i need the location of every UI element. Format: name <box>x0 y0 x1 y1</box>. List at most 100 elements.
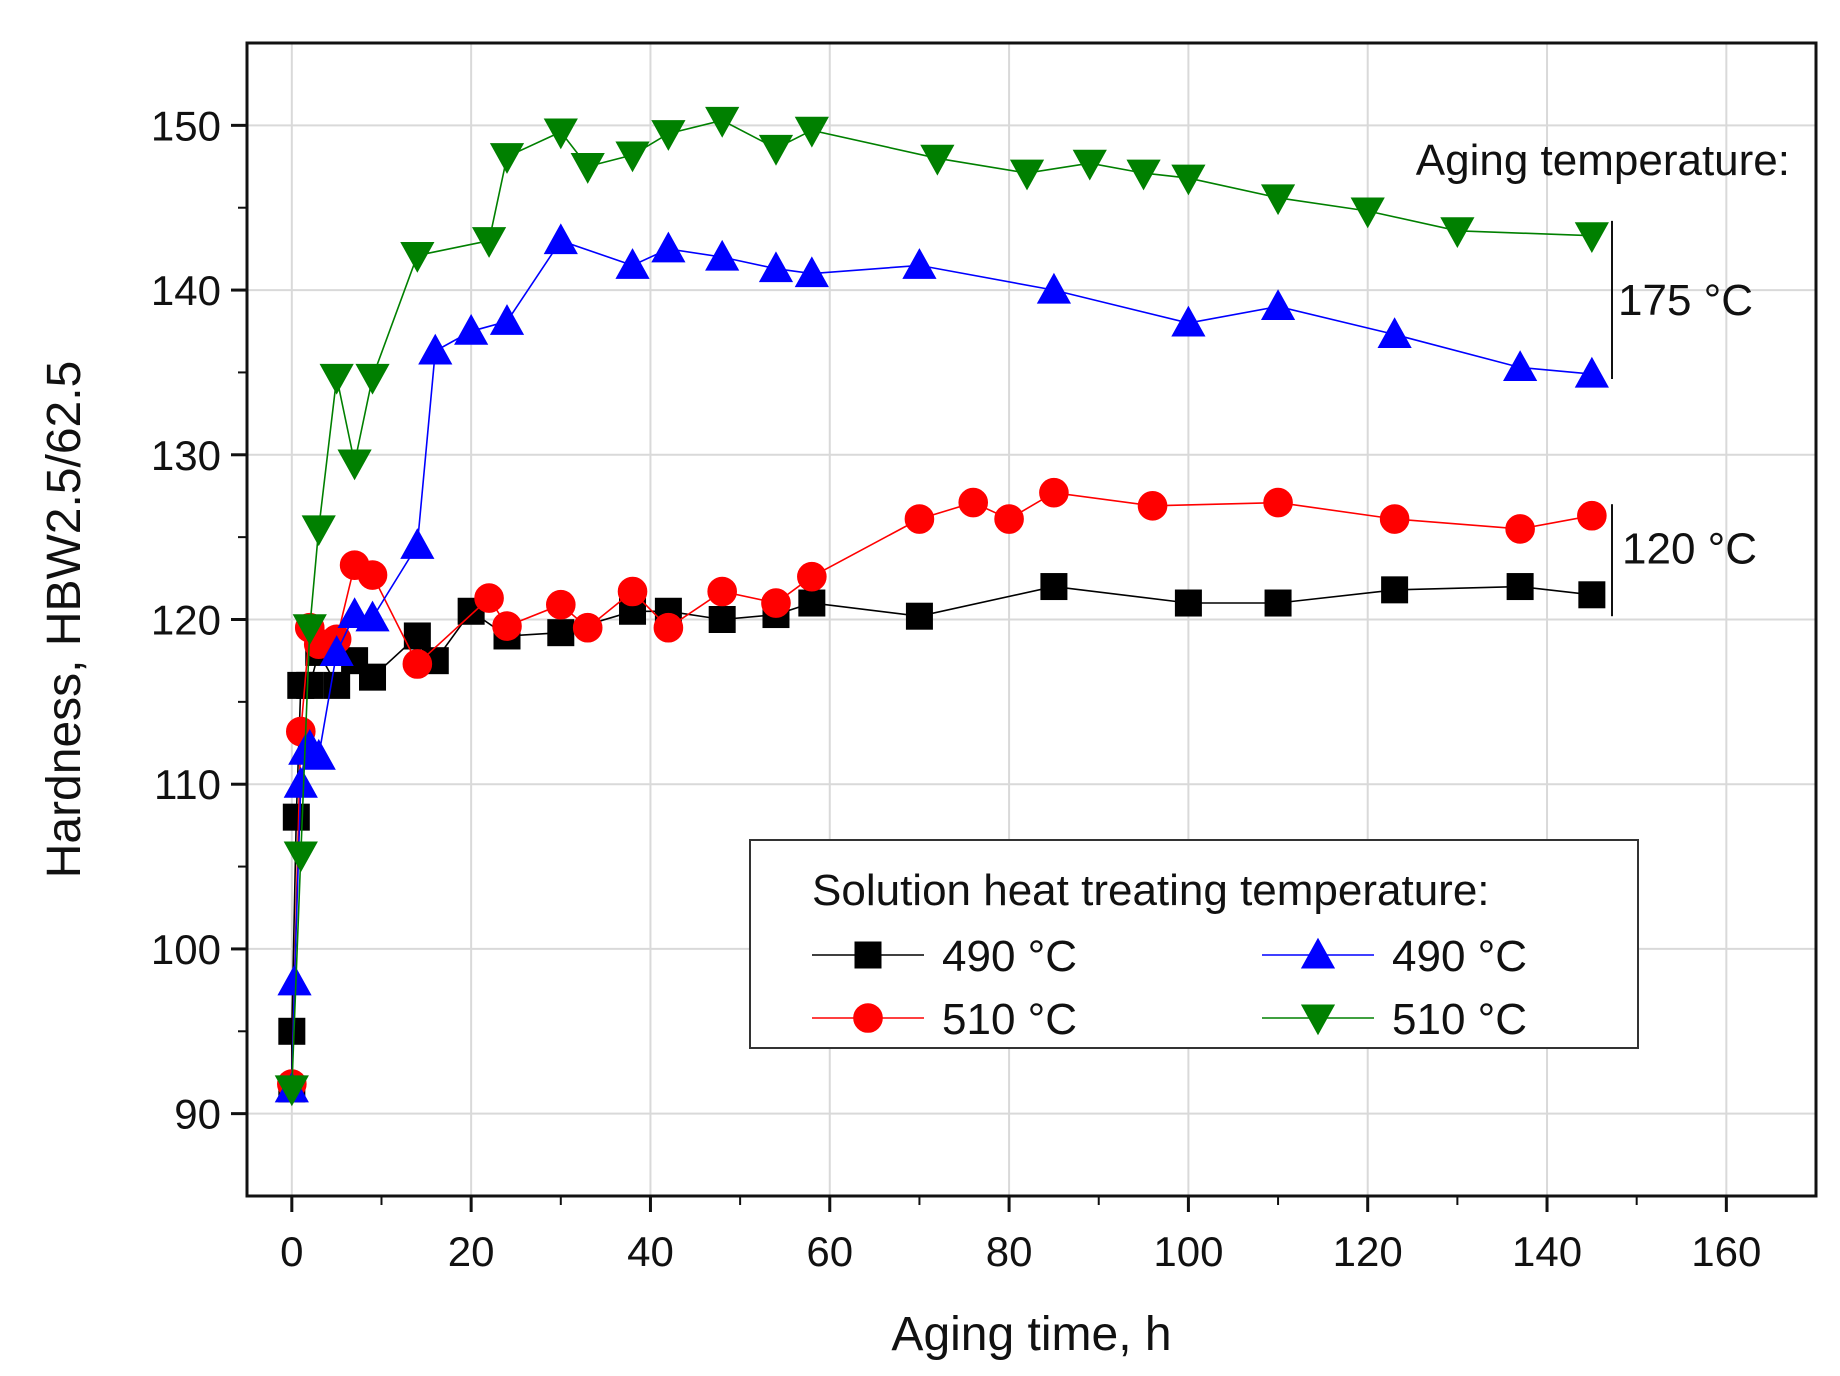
x-tick-label: 0 <box>280 1228 303 1275</box>
data-point <box>1072 149 1107 181</box>
data-point <box>617 576 648 607</box>
data-point <box>301 738 336 770</box>
aging-temperature-title: Aging temperature: <box>1416 136 1790 185</box>
legend-item: 490 °C <box>812 932 1077 981</box>
data-point <box>359 663 387 691</box>
data-point <box>794 256 829 288</box>
data-point <box>902 248 937 279</box>
y-tick-label: 110 <box>154 761 221 808</box>
data-point <box>1039 477 1069 508</box>
data-point <box>400 241 435 273</box>
y-tick-label: 150 <box>151 102 221 149</box>
data-point <box>904 504 935 534</box>
legend-label: 510 °C <box>942 995 1077 1044</box>
data-point <box>402 649 433 679</box>
data-point <box>1174 589 1202 617</box>
y-tick-label: 90 <box>174 1091 221 1138</box>
data-point <box>1260 289 1296 321</box>
grid-lines <box>247 43 1816 1196</box>
data-point <box>543 223 578 255</box>
data-point <box>1126 159 1161 191</box>
data-point <box>278 1017 306 1045</box>
data-point <box>274 1075 309 1107</box>
data-point <box>615 248 650 279</box>
data-point <box>323 671 351 699</box>
data-point <box>1379 504 1410 534</box>
series-triangle-up <box>274 223 1609 1103</box>
x-tick-label: 80 <box>986 1228 1033 1275</box>
data-point <box>1574 356 1609 388</box>
legend-item: 490 °C <box>1262 932 1527 981</box>
x-tick-label: 20 <box>448 1228 495 1275</box>
data-point <box>319 635 354 666</box>
data-point <box>471 227 507 258</box>
y-axis-title: Hardness, HBW2.5/62.5 <box>38 361 91 879</box>
series-group <box>274 106 1609 1107</box>
data-point <box>1377 317 1412 349</box>
annotation-120: 120 °C <box>1622 525 1757 574</box>
legend-label: 510 °C <box>1392 995 1527 1044</box>
legend-title: Solution heat treating temperature: <box>812 866 1490 915</box>
y-tick-label: 140 <box>151 267 221 314</box>
x-tick-label: 120 <box>1333 1228 1403 1275</box>
y-tick-label: 120 <box>151 597 221 644</box>
data-point <box>1350 197 1385 229</box>
data-point <box>1036 272 1072 304</box>
data-point <box>705 106 740 138</box>
data-point <box>1260 184 1296 216</box>
x-tick-label: 160 <box>1691 1228 1761 1275</box>
data-point <box>546 589 576 620</box>
data-point <box>761 588 791 618</box>
data-point <box>319 363 354 395</box>
legend-item: 510 °C <box>1262 995 1527 1044</box>
data-point <box>1577 500 1607 531</box>
data-point <box>758 134 794 166</box>
data-point <box>651 120 686 151</box>
data-point <box>543 118 578 150</box>
data-point <box>653 612 684 643</box>
legend-marker <box>1300 1004 1336 1036</box>
data-point <box>572 612 603 643</box>
annotation-175: 175 °C <box>1618 276 1753 325</box>
legend: Solution heat treating temperature: 490 … <box>749 839 1639 1049</box>
legend-item: 510 °C <box>812 995 1077 1044</box>
data-point <box>474 583 504 613</box>
data-point <box>905 602 933 630</box>
data-point <box>1171 164 1206 196</box>
legend-marker <box>853 1003 883 1033</box>
data-point <box>797 561 827 592</box>
data-point <box>1574 222 1609 253</box>
data-point <box>355 363 390 395</box>
data-point <box>1137 491 1168 521</box>
data-point <box>994 504 1024 534</box>
data-point <box>489 304 525 335</box>
data-point <box>492 611 522 641</box>
data-point <box>1506 573 1534 601</box>
data-point <box>758 251 794 283</box>
data-point <box>547 619 575 647</box>
data-point <box>400 528 435 559</box>
data-point <box>489 143 525 174</box>
data-point <box>1040 573 1068 601</box>
y-tick-label: 100 <box>151 926 221 973</box>
x-tick-label: 40 <box>627 1228 674 1275</box>
data-point <box>1505 514 1535 544</box>
legend-label: 490 °C <box>1392 932 1527 981</box>
data-point <box>355 600 390 632</box>
data-point <box>418 333 453 365</box>
data-point <box>920 144 955 176</box>
data-point <box>1264 589 1292 617</box>
data-point <box>707 576 737 607</box>
data-point <box>708 606 736 633</box>
data-point <box>1009 159 1045 191</box>
data-point <box>283 766 318 798</box>
axis-ticks: 0 20 40 60 80 100 120 140 160 90 100 110 120 130 140 15… <box>151 102 1761 1275</box>
data-point <box>282 803 310 831</box>
data-point <box>1440 217 1475 249</box>
data-point <box>798 589 826 617</box>
data-point <box>1503 350 1538 381</box>
data-point <box>1263 487 1293 518</box>
data-point <box>615 141 650 173</box>
y-tick-label: 130 <box>151 432 221 479</box>
